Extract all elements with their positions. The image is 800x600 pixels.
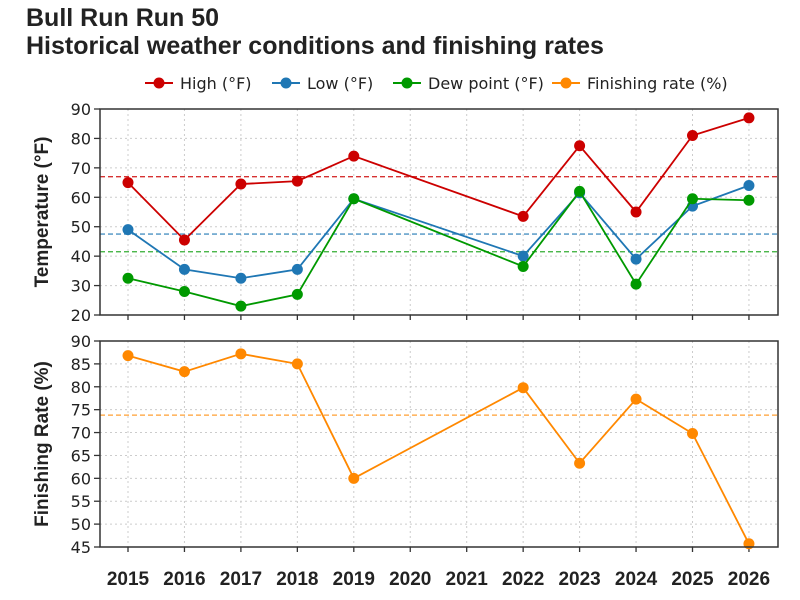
temperature-point-high [122,177,134,189]
temperature-ytick-label: 90 [71,100,91,119]
legend-label-dew: Dew point (°F) [428,74,544,93]
finishing-rate-point-finish [574,457,586,469]
legend-label-finish: Finishing rate (%) [587,74,728,93]
temperature-y-axis-label: Temperature (°F) [32,137,53,288]
finishing-rate-panel: 45 50 55 60 65 70 75 80 85 90 Finishing Rate (%) 20… [32,332,779,590]
temperature-point-dew [630,278,642,290]
temperature-ytick-label: 50 [71,218,91,237]
temperature-point-dew [574,185,586,197]
temperature-point-low [630,253,642,265]
temperature-point-high [687,129,698,141]
x-tick-label: 2019 [333,569,375,590]
temperature-ytick-label: 20 [71,306,91,325]
x-tick-label: 2016 [163,569,205,590]
finishing-rate-point-finish [178,366,190,378]
temperature-point-high [574,140,586,152]
temperature-point-dew [291,288,303,300]
finishing-rate-ytick-label: 70 [71,424,91,443]
finishing-rate-point-finish [122,350,134,362]
finishing-rate-point-finish [235,348,247,360]
temperature-point-dew [178,285,190,297]
temperature-point-dew [348,193,360,205]
temperature-point-low [517,250,529,262]
temperature-point-low [235,272,247,284]
temperature-ytick-label: 60 [71,188,91,207]
temperature-series-line-high [127,116,750,242]
temperature-ytick-label: 30 [71,277,91,296]
temperature-point-high [348,150,360,162]
temperature-point-high [291,175,303,187]
temperature-ytick-label: 80 [71,129,91,148]
finishing-rate-point-finish [517,382,529,394]
finishing-rate-ytick-label: 60 [71,469,91,488]
temperature-point-high [178,234,190,246]
finishing-rate-ytick-label: 45 [71,538,91,557]
temperature-point-dew [122,272,134,284]
temperature-point-high [630,206,642,218]
legend-label-low: Low (°F) [307,74,373,93]
temperature-point-low [743,180,755,192]
finishing-rate-y-axis-label: Finishing Rate (%) [32,361,53,527]
temperature-point-high [235,178,247,190]
finishing-rate-ytick-label: 65 [71,446,91,465]
finishing-rate-point-finish [291,358,303,370]
x-tick-label: 2021 [446,569,489,590]
x-tick-label: 2020 [389,569,431,590]
temperature-series-line-dew [127,189,749,308]
temperature-point-high [517,210,529,222]
x-tick-label: 2024 [615,569,658,590]
finishing-rate-point-finish [687,427,698,439]
x-tick-label: 2025 [671,569,714,590]
temperature-point-low [178,263,190,275]
finishing-rate-ytick-label: 75 [71,401,91,420]
finishing-rate-point-finish [348,472,360,484]
chart-title: Bull Run Run 50 [26,4,220,32]
finishing-rate-ytick-label: 90 [71,332,91,351]
temperature-point-dew [687,193,698,205]
x-tick-label: 2023 [558,569,600,590]
temperature-ytick-label: 40 [71,247,91,266]
temperature-panel: 20 30 40 50 60 70 80 90 Temperature (°F) [32,100,779,325]
temperature-ytick-label: 70 [71,159,91,178]
finishing-rate-ytick-label: 50 [71,515,91,534]
temperature-point-dew [235,300,247,312]
x-tick-label: 2018 [276,569,318,590]
finishing-rate-plot-frame [99,340,779,548]
finishing-rate-point-finish [630,393,642,405]
temperature-point-low [291,263,303,275]
temperature-point-dew [743,194,755,206]
x-tick-label: 2022 [502,569,544,590]
legend-marker-high [153,77,165,89]
temperature-point-dew [517,260,529,272]
finishing-rate-ytick-label: 85 [71,355,91,374]
temperature-point-high [743,112,755,124]
temperature-point-low [122,224,134,236]
finishing-rate-ytick-label: 55 [71,492,91,511]
legend-marker-dew [401,77,413,89]
x-tick-label: 2026 [728,569,770,590]
chart-subtitle: Historical weather conditions and finish… [26,32,604,60]
legend-marker-low [280,77,292,89]
temperature-series-line-low [127,184,750,280]
finishing-rate-series-line-finish [127,352,750,545]
legend: High (°F) Low (°F) Dew point (°F) Finishing… [145,74,728,93]
finishing-rate-ytick-label: 80 [71,378,91,397]
x-tick-label: 2015 [107,569,150,590]
legend-marker-finish [560,77,572,89]
legend-label-high: High (°F) [180,74,252,93]
x-tick-label: 2017 [220,569,262,590]
temperature-plot-frame [99,108,779,316]
